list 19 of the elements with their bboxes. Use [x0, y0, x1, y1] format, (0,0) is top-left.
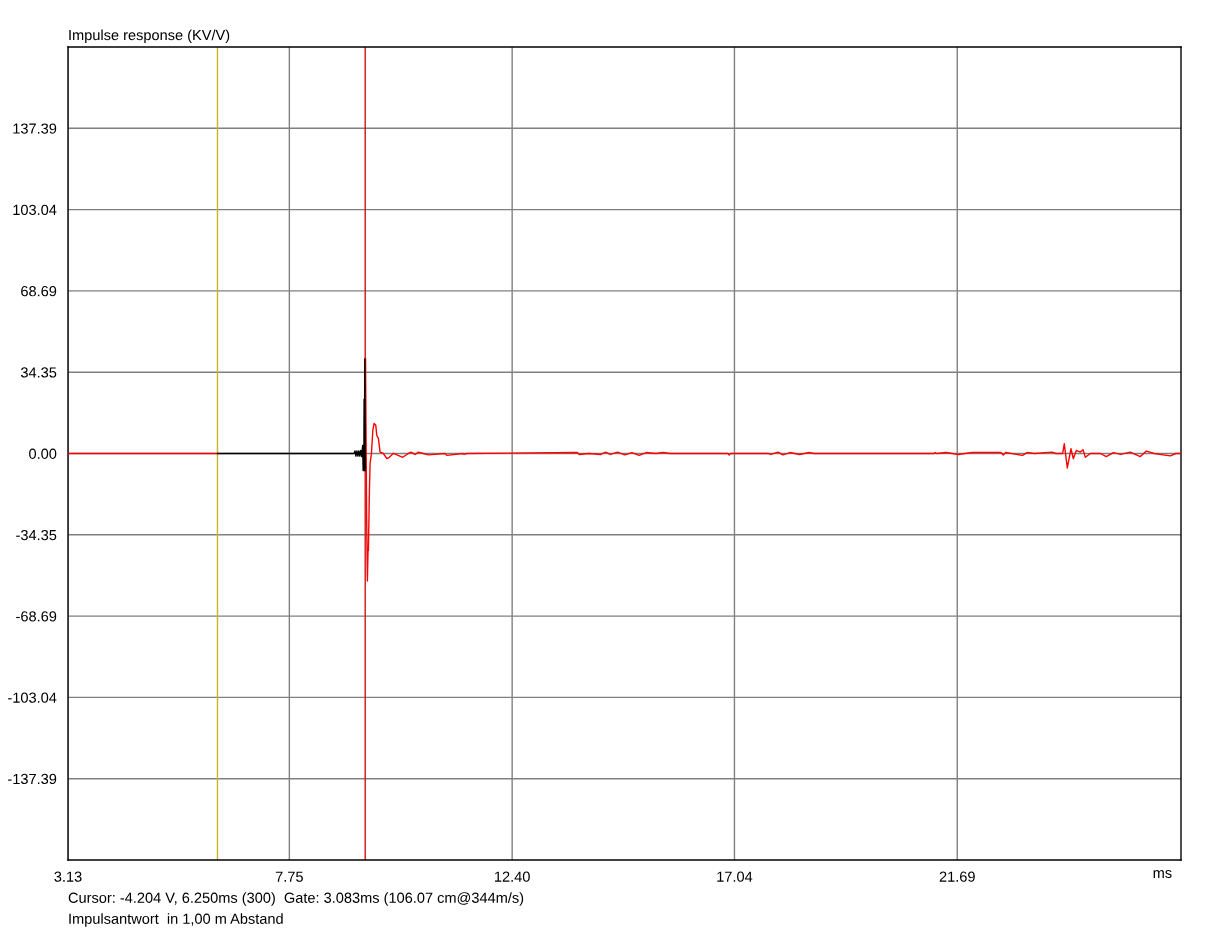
y-tick-label: 137.39	[13, 123, 57, 134]
x-tick-label: 17.04	[717, 871, 753, 882]
x-tick-label: 7.75	[275, 871, 303, 882]
x-axis-title: ms	[1153, 870, 1172, 879]
line-series	[216, 358, 366, 472]
y-tick-label: -68.69	[16, 611, 57, 622]
x-tick-label: 12.40	[495, 871, 530, 882]
y-tick-label: 68.69	[21, 286, 57, 297]
x-tick-label: 21.69	[939, 871, 975, 882]
y-tick-label: -137.39	[8, 773, 57, 785]
x-tick-label: 3.13	[54, 871, 82, 882]
text: Impulsantwort in 1,00 m Abstand	[69, 913, 283, 927]
y-tick-label: 0.00	[29, 448, 57, 459]
text: Cursor: -4.204 V, 6.250ms (300) Gate: 3.083ms (106.07 cm@344m/s)	[68, 892, 524, 906]
y-tick-label: 103.04	[13, 204, 57, 216]
y-tick-label: -34.35	[16, 529, 57, 541]
chart-title: Impulse response (KV/V)	[69, 29, 230, 44]
y-tick-label: 34.35	[20, 367, 57, 378]
y-tick-label: -103.04	[8, 692, 57, 703]
